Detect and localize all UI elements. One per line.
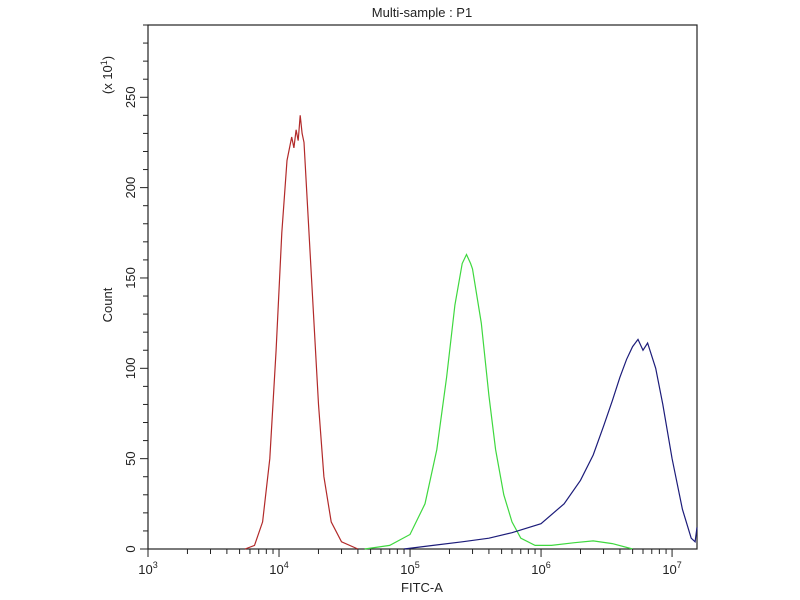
- x-axis-label: FITC-A: [401, 580, 443, 595]
- y-tick-label: 150: [123, 267, 138, 289]
- histogram-series-3: [403, 338, 698, 550]
- x-tick-label: 107: [662, 560, 681, 577]
- histogram-series-2: [364, 253, 633, 550]
- y-tick-label: 250: [123, 86, 138, 108]
- y-tick-label: 100: [123, 357, 138, 379]
- x-tick-label: 104: [269, 560, 288, 577]
- x-tick-label: 103: [138, 560, 157, 577]
- histogram-series-1: [244, 115, 359, 550]
- y-multiplier-label: (x 101): [99, 56, 115, 94]
- y-tick-label: 200: [123, 177, 138, 199]
- y-axis-label: Count: [100, 287, 115, 322]
- axes-group: 103 104 105 106 107 0 50 100 150 200 250: [123, 24, 682, 577]
- series-group: [244, 115, 698, 550]
- x-tick-label: 106: [531, 560, 550, 577]
- y-tick-label: 50: [123, 451, 138, 465]
- chart-title: Multi-sample : P1: [372, 5, 472, 20]
- plot-frame: [147, 24, 698, 550]
- y-tick-label: 0: [123, 545, 138, 552]
- x-tick-label: 105: [400, 560, 419, 577]
